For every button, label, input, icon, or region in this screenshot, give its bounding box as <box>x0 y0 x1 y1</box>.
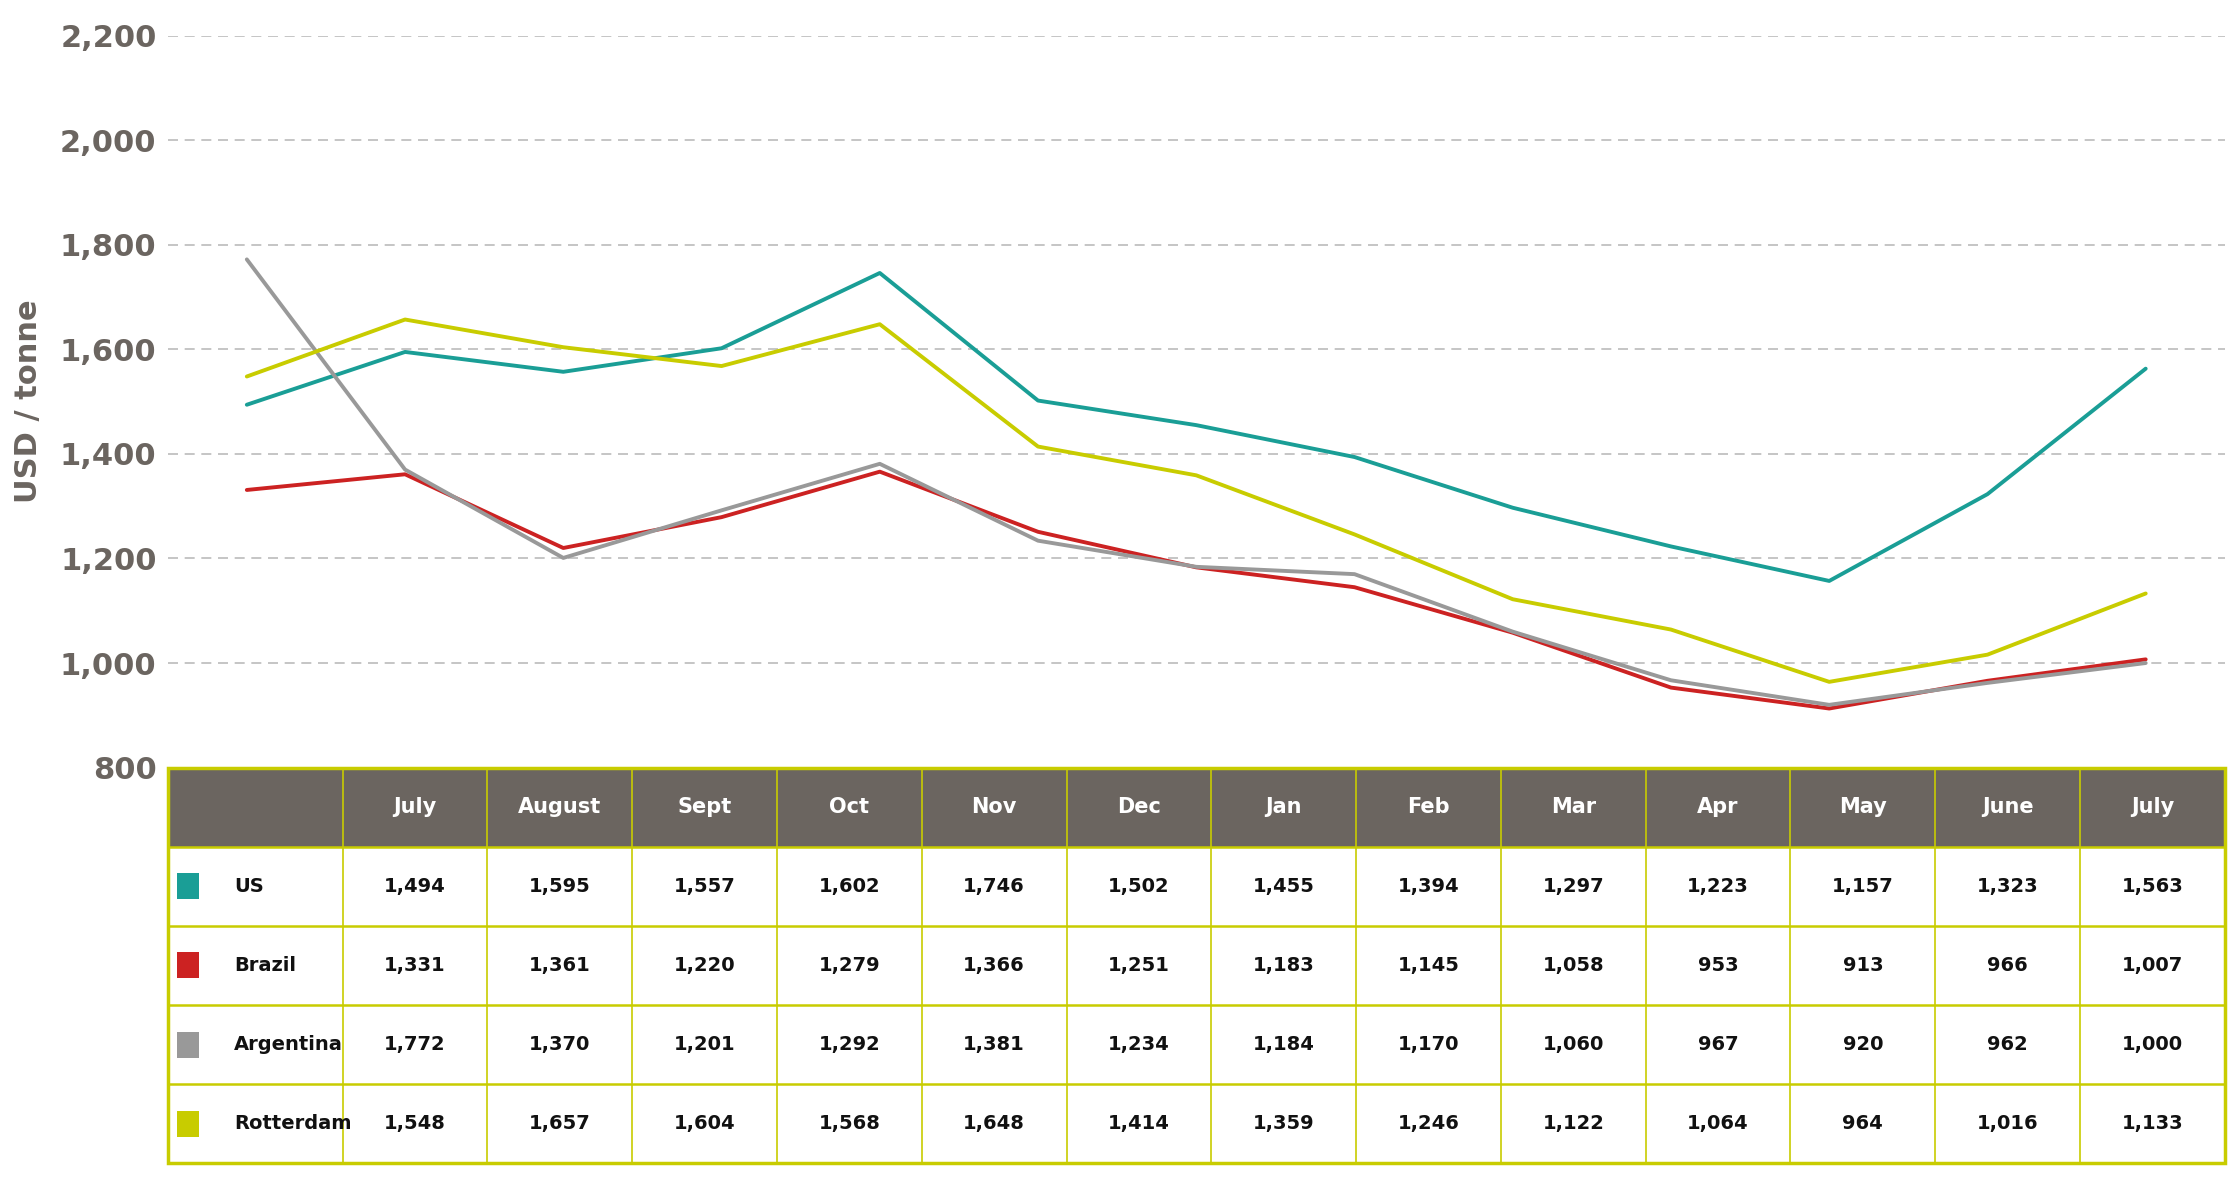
Text: Argentina: Argentina <box>235 1035 342 1054</box>
Text: 1,563: 1,563 <box>2122 877 2182 896</box>
Text: 1,297: 1,297 <box>1543 877 1603 896</box>
Text: Jan: Jan <box>1266 798 1301 817</box>
Text: 1,502: 1,502 <box>1109 877 1169 896</box>
Text: 962: 962 <box>1988 1035 2028 1054</box>
Text: 1,359: 1,359 <box>1252 1115 1315 1134</box>
Text: 1,548: 1,548 <box>385 1115 445 1134</box>
Text: 1,494: 1,494 <box>385 877 445 896</box>
Text: 1,170: 1,170 <box>1398 1035 1460 1054</box>
Text: Brazil: Brazil <box>235 956 295 975</box>
Text: 964: 964 <box>1842 1115 1883 1134</box>
Text: US: US <box>235 877 264 896</box>
Text: 1,145: 1,145 <box>1398 956 1460 975</box>
Text: Rotterdam: Rotterdam <box>235 1115 351 1134</box>
Text: Oct: Oct <box>830 798 870 817</box>
Text: 1,595: 1,595 <box>530 877 590 896</box>
Text: 1,064: 1,064 <box>1688 1115 1749 1134</box>
Text: 1,602: 1,602 <box>818 877 881 896</box>
Text: 1,246: 1,246 <box>1398 1115 1460 1134</box>
Text: 953: 953 <box>1697 956 1737 975</box>
Text: Apr: Apr <box>1697 798 1740 817</box>
Text: 1,331: 1,331 <box>385 956 445 975</box>
Text: 1,323: 1,323 <box>1977 877 2039 896</box>
Text: 1,657: 1,657 <box>530 1115 590 1134</box>
Text: 1,361: 1,361 <box>530 956 590 975</box>
Text: 1,568: 1,568 <box>818 1115 881 1134</box>
Text: 1,184: 1,184 <box>1252 1035 1315 1054</box>
Text: May: May <box>1838 798 1887 817</box>
Text: 1,060: 1,060 <box>1543 1035 1603 1054</box>
Text: 920: 920 <box>1842 1035 1883 1054</box>
Text: 1,251: 1,251 <box>1109 956 1169 975</box>
Text: 1,016: 1,016 <box>1977 1115 2039 1134</box>
Text: 966: 966 <box>1988 956 2028 975</box>
Text: 1,381: 1,381 <box>964 1035 1024 1054</box>
Text: 1,746: 1,746 <box>964 877 1024 896</box>
Text: 1,604: 1,604 <box>673 1115 736 1134</box>
Text: 1,157: 1,157 <box>1831 877 1894 896</box>
Text: 1,648: 1,648 <box>964 1115 1024 1134</box>
Text: 1,122: 1,122 <box>1543 1115 1603 1134</box>
Text: 1,455: 1,455 <box>1252 877 1315 896</box>
Text: June: June <box>1981 798 2033 817</box>
Text: Sept: Sept <box>678 798 731 817</box>
Text: 1,292: 1,292 <box>818 1035 881 1054</box>
Text: August: August <box>519 798 601 817</box>
Text: 1,772: 1,772 <box>385 1035 445 1054</box>
Text: 1,000: 1,000 <box>2122 1035 2182 1054</box>
Text: 1,183: 1,183 <box>1252 956 1315 975</box>
Text: 1,414: 1,414 <box>1109 1115 1169 1134</box>
Text: 1,007: 1,007 <box>2122 956 2182 975</box>
Text: 1,557: 1,557 <box>673 877 736 896</box>
Text: 1,394: 1,394 <box>1398 877 1460 896</box>
Text: 913: 913 <box>1842 956 1883 975</box>
Text: Mar: Mar <box>1552 798 1597 817</box>
Text: July: July <box>394 798 436 817</box>
Text: 1,234: 1,234 <box>1109 1035 1169 1054</box>
Text: 1,201: 1,201 <box>673 1035 736 1054</box>
Text: 1,220: 1,220 <box>673 956 736 975</box>
Text: 1,366: 1,366 <box>964 956 1024 975</box>
Text: 1,133: 1,133 <box>2122 1115 2182 1134</box>
Text: 1,223: 1,223 <box>1688 877 1749 896</box>
Text: Dec: Dec <box>1118 798 1160 817</box>
Text: 1,370: 1,370 <box>530 1035 590 1054</box>
Text: 967: 967 <box>1697 1035 1737 1054</box>
Text: 1,279: 1,279 <box>818 956 881 975</box>
Text: Feb: Feb <box>1406 798 1449 817</box>
Text: 1,058: 1,058 <box>1543 956 1603 975</box>
Text: Nov: Nov <box>970 798 1017 817</box>
Y-axis label: USD / tonne: USD / tonne <box>13 300 42 503</box>
Text: July: July <box>2131 798 2173 817</box>
